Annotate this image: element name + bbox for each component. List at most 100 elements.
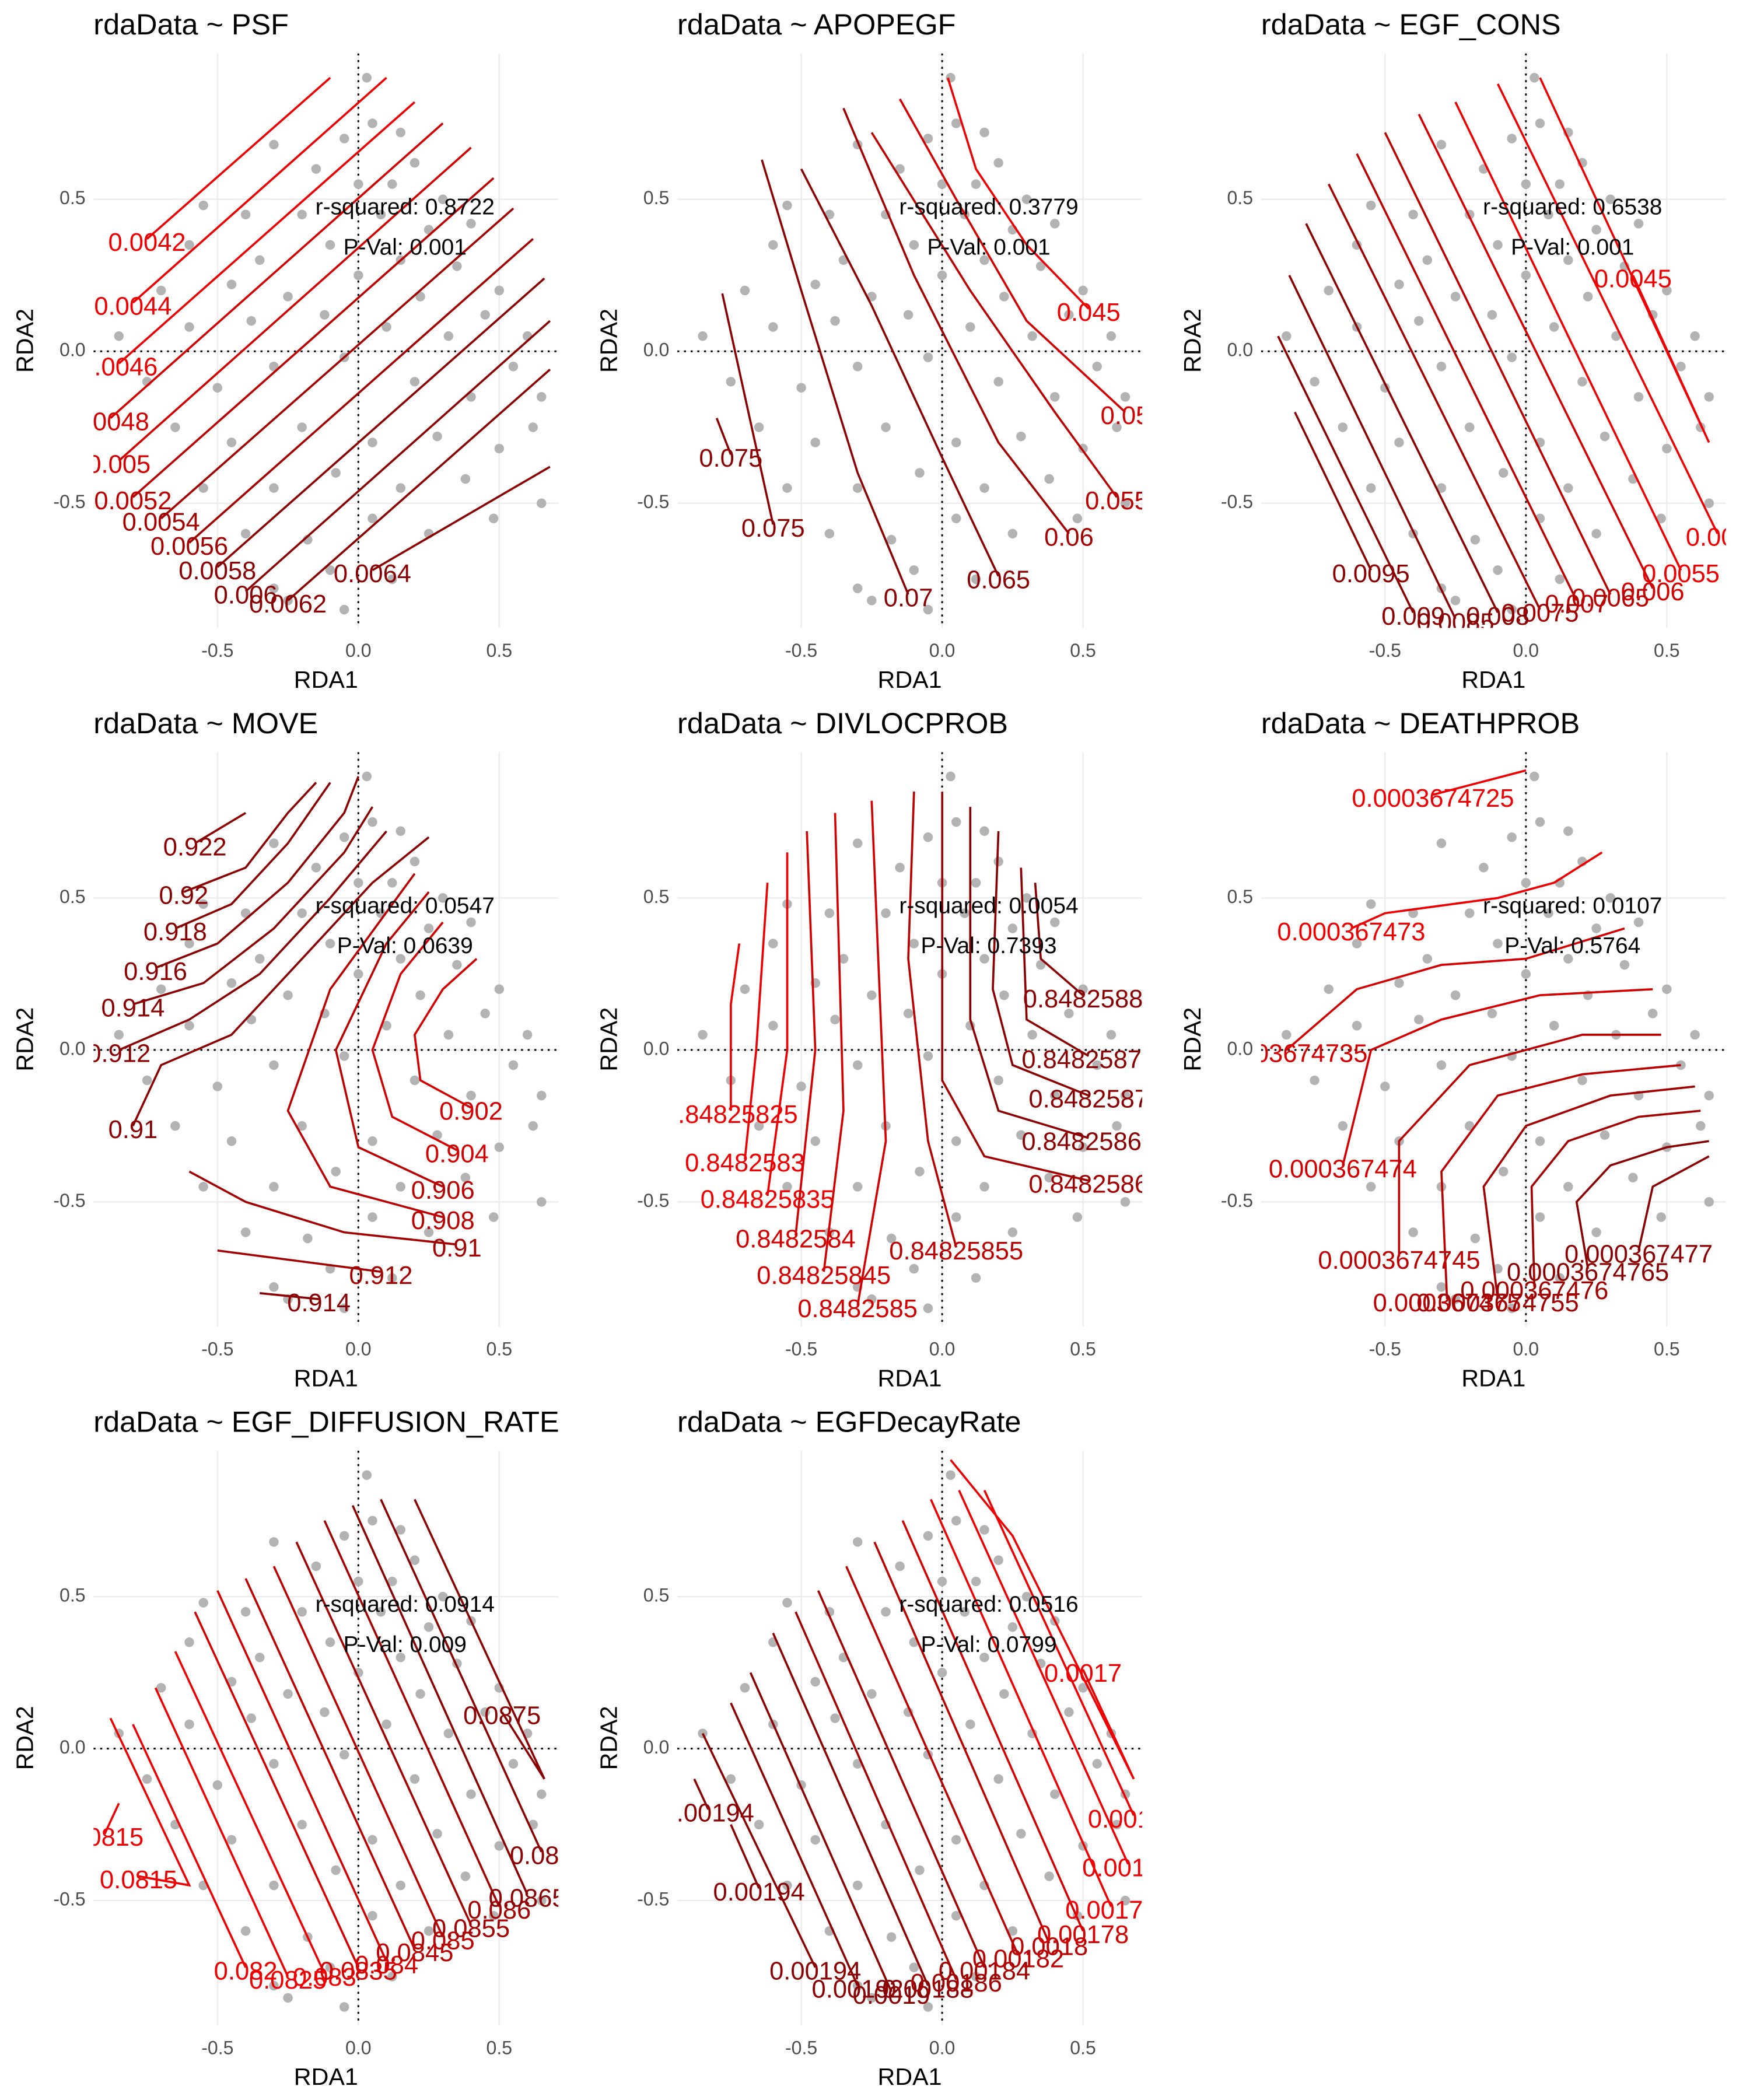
site-point xyxy=(1470,534,1480,545)
site-point xyxy=(283,292,293,302)
site-point xyxy=(909,240,919,250)
contour-line xyxy=(132,76,387,304)
contour-label: 0.0865 xyxy=(489,1884,566,1912)
x-tick-label: -0.5 xyxy=(201,640,233,661)
site-point xyxy=(443,1030,454,1040)
site-point xyxy=(1555,1273,1565,1283)
site-point xyxy=(410,377,420,387)
contour-label: 0.91 xyxy=(108,1116,158,1144)
site-point xyxy=(1498,1167,1508,1177)
site-point xyxy=(424,1622,434,1632)
y-tick-label: -0.5 xyxy=(637,1190,669,1211)
contour-line xyxy=(183,782,317,893)
site-point xyxy=(311,164,321,174)
site-point xyxy=(830,1014,840,1025)
contour-label: 0.0855 xyxy=(432,1915,510,1943)
site-point xyxy=(1600,431,1610,442)
x-tick-label: 0.5 xyxy=(1654,1339,1680,1360)
contour-line xyxy=(1433,769,1527,796)
site-point xyxy=(1050,219,1060,229)
site-point xyxy=(1605,893,1615,903)
site-point xyxy=(1112,1819,1122,1830)
site-point xyxy=(937,1668,947,1678)
site-point xyxy=(537,392,547,402)
contour-line xyxy=(845,1566,1020,1956)
contour-line xyxy=(749,1672,892,1993)
site-point xyxy=(246,316,257,326)
site-point xyxy=(1064,310,1074,320)
site-point xyxy=(971,1273,981,1283)
annotation: P-Val: 0.001 xyxy=(927,235,1050,260)
contour-line xyxy=(1277,335,1415,614)
site-point xyxy=(782,1880,792,1891)
contour-line xyxy=(1398,1034,1661,1257)
contour-label: 0.84825875 xyxy=(1021,1046,1156,1074)
y-tick-label: -0.5 xyxy=(1221,491,1253,512)
plot-area: 0.045 0.05 0.055 0.06 0.065 0.07 0.075 0.075 r-s… xyxy=(677,53,1143,628)
panel-title: rdaData ~ DIVLOCPROB xyxy=(677,706,1008,740)
site-point xyxy=(368,1910,377,1921)
contour-label: 0.0003674725 xyxy=(1352,785,1514,813)
site-point xyxy=(1007,528,1018,539)
site-point xyxy=(410,158,420,168)
site-point xyxy=(184,1020,194,1031)
contour-label: 0.0055 xyxy=(1642,560,1720,588)
site-point xyxy=(915,468,925,478)
contour-line xyxy=(110,123,444,419)
site-point xyxy=(297,1121,307,1131)
site-point xyxy=(1591,225,1601,235)
panel-title: rdaData ~ APOPEGF xyxy=(677,8,956,41)
site-point xyxy=(1530,771,1539,782)
site-point xyxy=(1366,200,1376,211)
site-point xyxy=(480,1707,490,1717)
site-point xyxy=(740,984,750,994)
site-point xyxy=(979,127,989,138)
contour-line xyxy=(351,1505,528,1895)
site-point xyxy=(410,1075,420,1086)
contour-line xyxy=(730,1702,859,1986)
x-tick-label: -0.5 xyxy=(785,1339,817,1360)
contour-label: 0.922 xyxy=(163,833,227,861)
contour-label: 0.085 xyxy=(411,1927,475,1955)
contour-label: 0.0052 xyxy=(94,487,172,515)
contour-line xyxy=(1305,223,1499,614)
site-point xyxy=(432,431,442,442)
x-tick-label: -0.5 xyxy=(201,1339,233,1360)
site-point xyxy=(1521,969,1531,979)
contour-line xyxy=(287,369,551,601)
x-tick-label: 0.5 xyxy=(487,640,513,661)
site-point xyxy=(466,1789,476,1800)
site-point xyxy=(156,285,166,296)
site-point xyxy=(1450,596,1461,606)
site-point xyxy=(881,422,891,432)
site-point xyxy=(255,255,265,265)
site-point xyxy=(1422,255,1433,265)
y-axis-title: RDA2 xyxy=(1179,309,1206,373)
contour-line xyxy=(217,1249,382,1273)
panel-title: rdaData ~ DEATHPROB xyxy=(1261,706,1580,740)
x-tick-label: 0.0 xyxy=(345,2037,372,2058)
site-point xyxy=(726,377,736,387)
contour-label: 0.005 xyxy=(1686,523,1749,551)
contour-label: 0.0003674755 xyxy=(1416,1289,1578,1317)
site-point xyxy=(325,240,335,250)
y-tick-label: 0.5 xyxy=(60,886,86,907)
panel: rdaData ~ EGF_CONS -0.5 0.0 0.5 -0.5 0.0 0.5 RD… xyxy=(1179,8,1749,693)
site-point xyxy=(951,438,961,447)
contour-line xyxy=(103,1803,120,1835)
site-point xyxy=(1577,377,1587,387)
y-axis-title: RDA2 xyxy=(595,1706,622,1770)
contour-label: 0.00184 xyxy=(939,1957,1030,1985)
contour-line xyxy=(1440,1064,1681,1300)
site-point xyxy=(946,1470,956,1480)
site-point xyxy=(466,1090,476,1101)
site-point xyxy=(269,838,279,848)
site-point xyxy=(979,826,989,836)
panel: rdaData ~ MOVE -0.5 0.0 0.5 -0.5 0.0 0.5 RDA1 RD… xyxy=(12,706,559,1392)
site-point xyxy=(1408,1227,1418,1237)
contour-line xyxy=(1288,275,1457,620)
site-point xyxy=(1324,984,1334,994)
contour-line xyxy=(160,207,514,520)
contour-label: 0.006 xyxy=(1621,578,1685,606)
site-point xyxy=(354,270,363,281)
